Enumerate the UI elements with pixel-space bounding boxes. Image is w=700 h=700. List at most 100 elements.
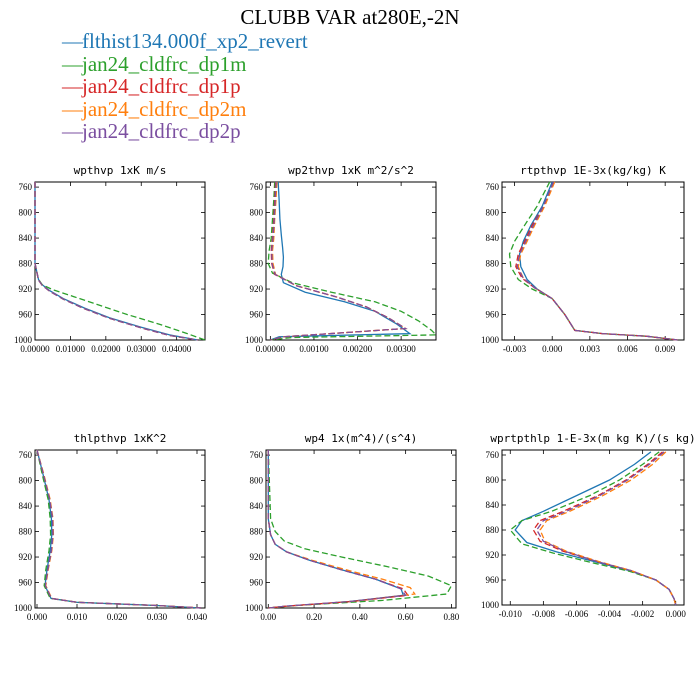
y-tick-label: 1000 — [245, 603, 264, 613]
series-line-5 — [516, 181, 678, 341]
legend-item-3: —jan24_cldfrc_dp1p — [62, 75, 308, 98]
y-tick-label: 960 — [486, 575, 500, 585]
legend-item-4: —jan24_cldfrc_dp2m — [62, 97, 308, 121]
series-line-5 — [267, 450, 407, 609]
x-tick-label: 0.040 — [187, 612, 208, 622]
figure-title: CLUBB VAR at280E,-2N — [240, 5, 460, 29]
series-line-3 — [36, 449, 202, 609]
y-tick-label: 840 — [19, 501, 33, 511]
series-line-1 — [34, 182, 199, 341]
y-tick-label: 960 — [486, 310, 500, 320]
series-line-3 — [532, 451, 677, 606]
x-tick-label: 0.20 — [306, 612, 322, 622]
x-tick-label: -0.008 — [532, 609, 556, 619]
series-line-4 — [539, 451, 677, 606]
y-tick-label: 920 — [19, 284, 33, 294]
x-tick-label: 0.80 — [444, 612, 460, 622]
series-line-2 — [267, 449, 453, 609]
series-line-4 — [34, 182, 199, 341]
x-tick-label: -0.006 — [565, 609, 589, 619]
x-tick-label: 0.000 — [666, 609, 687, 619]
y-tick-label: 1000 — [481, 600, 500, 610]
x-tick-label: 0.03000 — [127, 344, 157, 354]
x-tick-label: 0.006 — [617, 344, 638, 354]
y-tick-label: 920 — [250, 552, 264, 562]
y-tick-label: 800 — [250, 208, 264, 218]
x-tick-label: 0.009 — [655, 344, 676, 354]
series-line-2 — [508, 181, 678, 341]
series-line-2 — [267, 181, 438, 341]
plot-title: thlpthvp 1xK^2 — [74, 432, 167, 445]
legend-label: flthist134.000f_xp2_revert — [82, 29, 308, 53]
y-tick-label: 840 — [250, 233, 264, 243]
x-tick-label: 0.04000 — [162, 344, 192, 354]
plot-frame — [34, 449, 206, 609]
y-tick-label: 800 — [250, 476, 264, 486]
y-tick-label: 920 — [19, 552, 33, 562]
series-line-3 — [267, 450, 410, 609]
x-tick-label: 0.003 — [580, 344, 601, 354]
series-line-5 — [535, 451, 677, 606]
y-tick-label: 840 — [486, 233, 500, 243]
series-line-1 — [518, 181, 678, 341]
series-line-5 — [270, 181, 408, 341]
plot-frame — [265, 181, 437, 341]
x-tick-label: 0.000 — [542, 344, 563, 354]
y-tick-label: 1000 — [14, 603, 33, 613]
plot-frame — [265, 449, 457, 609]
y-tick-label: 960 — [19, 578, 33, 588]
plot-title: wpthvp 1xK m/s — [74, 164, 167, 177]
y-tick-label: 880 — [250, 527, 264, 537]
legend: —flthist134.000f_xp2_revert —jan24_cldfr… — [62, 30, 308, 143]
legend-item-1: —flthist134.000f_xp2_revert — [62, 30, 308, 53]
y-tick-label: 1000 — [245, 335, 264, 345]
x-tick-label: -0.004 — [598, 609, 622, 619]
series-line-4 — [36, 449, 202, 609]
x-tick-label: 0.00200 — [343, 344, 373, 354]
series-line-2 — [36, 449, 202, 609]
legend-label: jan24_cldfrc_dp2p — [82, 119, 241, 143]
y-tick-label: 760 — [19, 450, 33, 460]
plot-frame — [501, 181, 685, 341]
y-tick-label: 960 — [250, 310, 264, 320]
y-tick-label: 800 — [486, 475, 500, 485]
series-line-2 — [509, 451, 677, 606]
x-tick-label: 0.00000 — [256, 344, 286, 354]
series-line-2 — [34, 182, 206, 341]
y-tick-label: 960 — [19, 310, 33, 320]
series-line-1 — [267, 450, 405, 609]
y-tick-label: 800 — [19, 208, 33, 218]
plot-title: wprtpthlp 1-E-3x(m kg K)/(s kg) — [490, 432, 695, 445]
legend-label: jan24_cldfrc_dp1m — [82, 51, 247, 76]
series-line-3 — [515, 181, 678, 341]
x-tick-label: 0.60 — [398, 612, 414, 622]
x-tick-label: 0.00000 — [20, 344, 50, 354]
x-tick-label: -0.002 — [631, 609, 654, 619]
series-line-1 — [514, 451, 677, 606]
y-tick-label: 800 — [19, 476, 33, 486]
x-tick-label: 0.00300 — [387, 344, 417, 354]
x-tick-label: 0.020 — [107, 612, 128, 622]
x-tick-label: 0.000 — [27, 612, 48, 622]
series-line-4 — [267, 450, 416, 609]
y-tick-label: 760 — [19, 182, 33, 192]
x-tick-label: -0.003 — [503, 344, 527, 354]
y-tick-label: 920 — [250, 284, 264, 294]
series-line-1 — [36, 449, 202, 609]
x-tick-label: 0.02000 — [91, 344, 121, 354]
x-tick-label: 0.030 — [147, 612, 168, 622]
plot-frame — [501, 449, 685, 606]
series-line-3 — [34, 182, 199, 341]
y-tick-label: 920 — [486, 550, 500, 560]
y-tick-label: 760 — [486, 182, 500, 192]
plot-title: wp4 1x(m^4)/(s^4) — [305, 432, 418, 445]
series-line-1 — [270, 181, 412, 341]
x-tick-label: 0.01000 — [56, 344, 86, 354]
y-tick-label: 880 — [486, 259, 500, 269]
y-tick-label: 960 — [250, 578, 264, 588]
y-tick-label: 760 — [486, 450, 500, 460]
y-tick-label: 840 — [250, 501, 264, 511]
y-tick-label: 880 — [19, 527, 33, 537]
y-tick-label: 920 — [486, 284, 500, 294]
